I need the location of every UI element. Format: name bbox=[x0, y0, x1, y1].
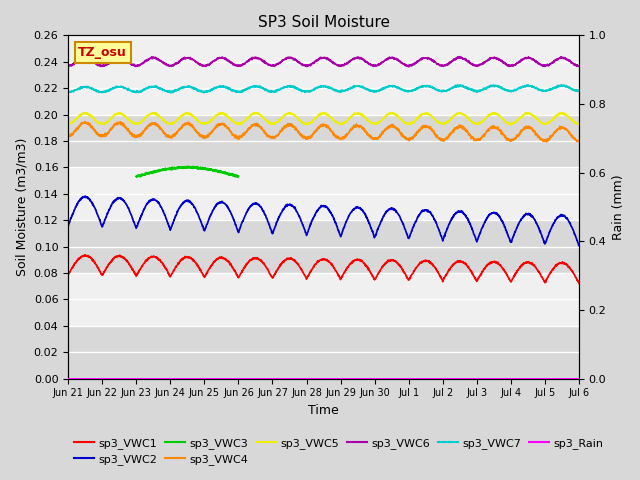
Text: TZ_osu: TZ_osu bbox=[78, 46, 127, 59]
Bar bbox=[68, 62, 579, 115]
Bar bbox=[68, 326, 579, 379]
Bar bbox=[68, 115, 579, 168]
Bar bbox=[68, 168, 579, 220]
Title: SP3 Soil Moisture: SP3 Soil Moisture bbox=[257, 15, 390, 30]
Y-axis label: Rain (mm): Rain (mm) bbox=[612, 174, 625, 240]
Bar bbox=[68, 220, 579, 273]
Legend: sp3_VWC1, sp3_VWC2, sp3_VWC3, sp3_VWC4, sp3_VWC5, sp3_VWC6, sp3_VWC7, sp3_Rain: sp3_VWC1, sp3_VWC2, sp3_VWC3, sp3_VWC4, … bbox=[70, 433, 608, 469]
X-axis label: Time: Time bbox=[308, 404, 339, 417]
Bar bbox=[68, 273, 579, 326]
Y-axis label: Soil Moisture (m3/m3): Soil Moisture (m3/m3) bbox=[15, 138, 28, 276]
